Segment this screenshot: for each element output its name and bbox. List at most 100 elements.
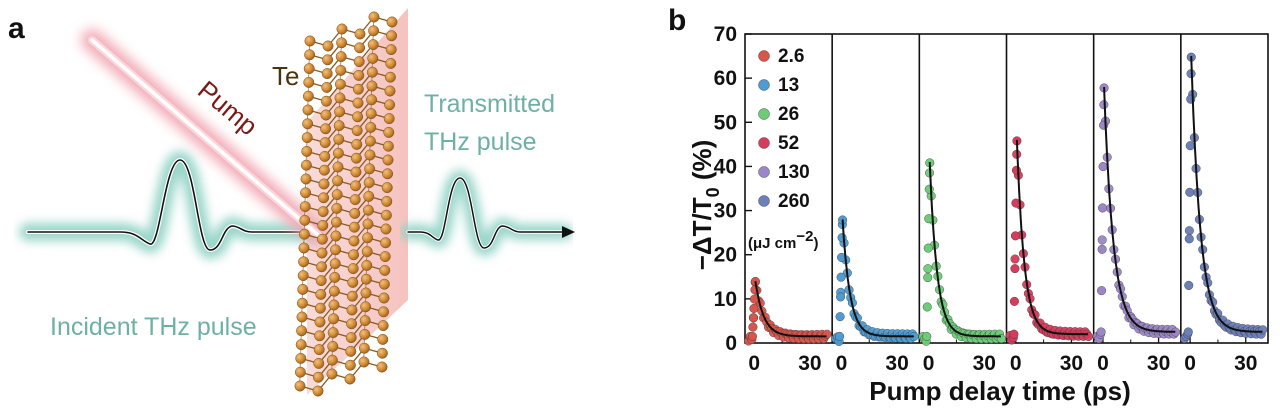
te-atom bbox=[381, 195, 393, 207]
data-point bbox=[1010, 254, 1020, 264]
x-tick-label: 0 bbox=[923, 352, 935, 375]
legend-entry: 26 bbox=[778, 104, 799, 125]
te-atom bbox=[384, 71, 396, 83]
te-atom bbox=[365, 108, 377, 120]
data-point bbox=[836, 272, 846, 282]
te-atom bbox=[361, 246, 373, 258]
data-point bbox=[923, 273, 933, 283]
te-atom bbox=[313, 344, 325, 356]
te-atom bbox=[364, 135, 376, 147]
data-point bbox=[1009, 329, 1019, 339]
panel-a-letter: a bbox=[8, 12, 25, 45]
legend-marker bbox=[758, 108, 770, 120]
data-point bbox=[747, 331, 757, 341]
te-atom bbox=[377, 320, 389, 332]
x-axis-title: Pump delay time (ps) bbox=[869, 376, 1131, 406]
x-tick-label: 30 bbox=[1060, 352, 1083, 375]
te-atom bbox=[326, 368, 338, 380]
te-atom bbox=[383, 113, 395, 125]
data-point bbox=[1184, 226, 1194, 236]
data-point bbox=[1097, 244, 1107, 254]
te-label: Te bbox=[272, 61, 299, 91]
te-atom bbox=[299, 214, 311, 226]
te-atom bbox=[379, 264, 391, 276]
te-atom bbox=[348, 249, 360, 261]
te-atom bbox=[335, 64, 347, 76]
te-atom bbox=[318, 192, 330, 204]
te-atom bbox=[353, 69, 365, 81]
te-atom bbox=[320, 123, 332, 135]
legend: 2.6 13 26 52 130 260 bbox=[758, 46, 810, 212]
data-point bbox=[1185, 141, 1195, 151]
panel-a: a Pump Te Transmitted THz pulse In bbox=[8, 8, 575, 397]
legend-entry: 52 bbox=[778, 133, 799, 154]
te-atom bbox=[376, 347, 388, 359]
te-atom bbox=[332, 161, 344, 173]
data-point bbox=[1183, 327, 1193, 337]
series-52 bbox=[1005, 136, 1093, 345]
te-atom bbox=[317, 219, 329, 231]
te-atom bbox=[346, 318, 358, 330]
legend-entry: 2.6 bbox=[778, 46, 804, 67]
x-tick-label: 0 bbox=[1097, 352, 1109, 375]
data-point bbox=[924, 184, 934, 194]
te-atom bbox=[296, 297, 308, 309]
te-atom bbox=[294, 380, 306, 392]
data-point bbox=[1184, 234, 1194, 244]
transmitted-label-line1: Transmitted bbox=[424, 90, 555, 118]
te-atom bbox=[319, 137, 331, 149]
te-atom bbox=[299, 201, 311, 213]
te-atom bbox=[322, 54, 334, 66]
te-atom bbox=[351, 125, 363, 137]
legend-marker bbox=[758, 166, 770, 178]
te-atom bbox=[303, 76, 315, 88]
data-point bbox=[748, 322, 758, 332]
te-atom bbox=[345, 345, 357, 357]
te-atom bbox=[312, 371, 324, 383]
data-point bbox=[749, 303, 759, 313]
te-atom bbox=[296, 311, 308, 323]
x-tick-label: 0 bbox=[1184, 352, 1196, 375]
data-point bbox=[1096, 327, 1106, 337]
te-atom bbox=[362, 218, 374, 230]
te-atom bbox=[377, 333, 389, 345]
te-atom bbox=[302, 104, 314, 116]
te-atom bbox=[314, 330, 326, 342]
te-atom bbox=[358, 356, 370, 368]
te-atom bbox=[381, 182, 393, 194]
data-point bbox=[837, 233, 847, 243]
te-atom bbox=[350, 152, 362, 164]
x-tick-label: 0 bbox=[1010, 352, 1022, 375]
te-atom bbox=[379, 251, 391, 263]
x-tick-label: 0 bbox=[836, 352, 848, 375]
series-26 bbox=[918, 158, 1006, 346]
te-atom bbox=[330, 244, 342, 256]
te-atom bbox=[316, 247, 328, 259]
te-atom bbox=[348, 221, 360, 233]
te-atom bbox=[386, 16, 398, 28]
te-atom bbox=[326, 354, 338, 366]
te-atom bbox=[386, 30, 398, 42]
te-atom bbox=[321, 81, 333, 93]
te-atom bbox=[380, 237, 392, 249]
te-atom bbox=[385, 44, 397, 56]
te-atom bbox=[298, 242, 310, 254]
te-atom bbox=[298, 256, 310, 268]
data-point bbox=[1097, 235, 1107, 245]
te-atom bbox=[336, 23, 348, 35]
legend-marker bbox=[758, 50, 770, 62]
te-atom bbox=[383, 126, 395, 138]
data-point bbox=[923, 243, 933, 253]
data-point bbox=[836, 292, 846, 302]
data-point bbox=[1184, 280, 1194, 290]
fit-line bbox=[1103, 86, 1176, 333]
data-point bbox=[1011, 165, 1021, 175]
te-atom bbox=[318, 178, 330, 190]
data-point bbox=[1185, 187, 1195, 197]
pump-beam bbox=[81, 29, 329, 246]
te-atom bbox=[317, 206, 329, 218]
te-atom bbox=[301, 132, 313, 144]
te-atom bbox=[304, 49, 316, 61]
te-atom bbox=[302, 118, 314, 130]
te-atom bbox=[367, 39, 379, 51]
